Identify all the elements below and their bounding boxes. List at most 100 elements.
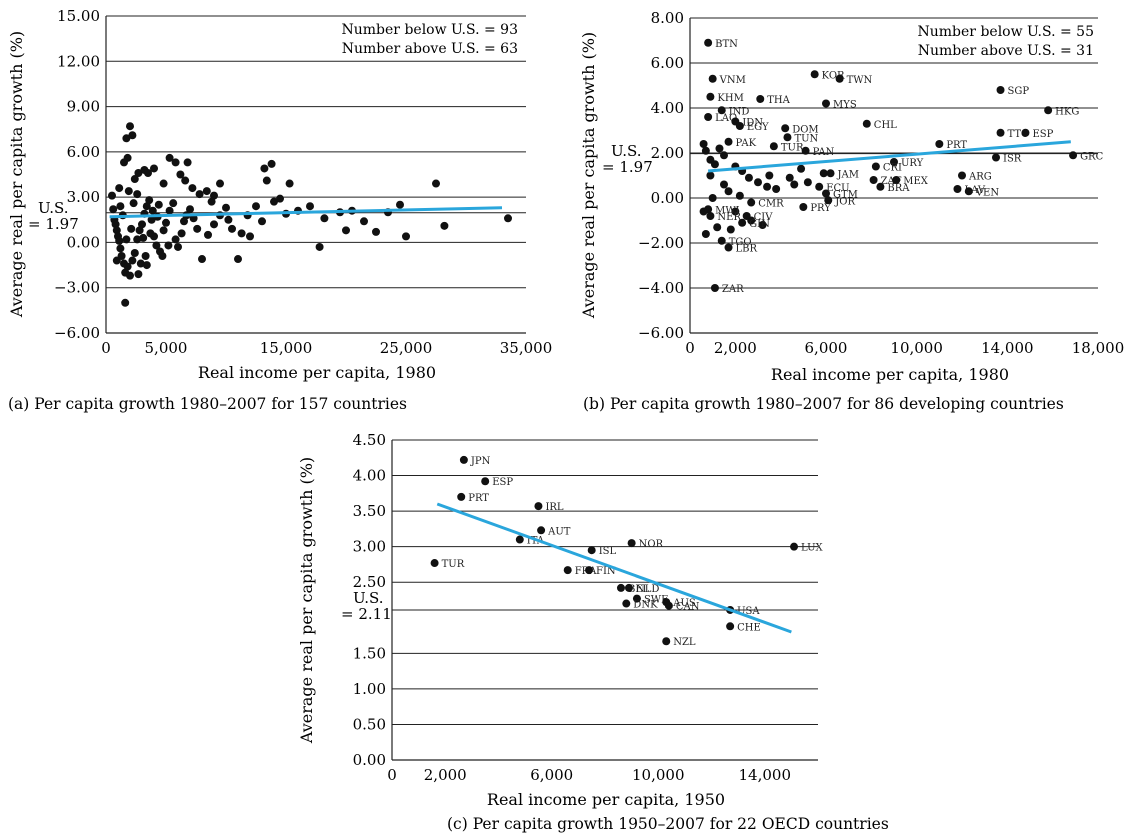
panel-b-data-point-arg [958,171,966,180]
panel-a-x-tick-label: 15,000 [260,339,313,357]
panel-c-x-tick-label: 10,000 [632,766,685,784]
panel-a-data-point [133,235,142,244]
panel-a-data-point [342,226,350,235]
panel-a-data-point [440,221,449,230]
panel-b-data-point [720,180,728,189]
panel-a-data-point [139,233,148,242]
panel-c-data-point-ita [515,535,524,544]
panel-a-data-point [109,205,118,214]
panel-b-data-point [754,178,762,187]
panel-a-annotation-above: Number above U.S. = 63 [342,41,518,57]
panel-b-data-point-prt [935,140,944,148]
panel-a-data-point [126,271,134,280]
panel-b-data-point [772,185,781,193]
panel-c-y-tick-label: 4.50 [353,431,386,449]
panel-a-data-point [210,191,218,200]
panel-c-y-tick-label: 0.00 [353,751,386,769]
panel-a-data-point [136,259,145,268]
panel-a-data-point [285,179,294,188]
panel-a-us-label-line1: U.S. [38,199,69,217]
panel-a-data-point [204,230,212,239]
panel-a-data-point [142,261,151,270]
panel-a-data-point [181,176,190,185]
panel-b-data-point-tha [756,95,765,103]
panel-a-data-point [116,202,125,211]
panel-a-data-point [145,196,154,205]
panel-b-point-label-sgp: SGP [1008,86,1030,97]
panel-a-data-point [115,184,124,193]
panel-b-data-point-mex [892,176,901,184]
panel-b-data-point [720,151,728,160]
panel-b-annotation-below: Number below U.S. = 55 [918,24,1094,40]
panel-a-data-point [198,255,206,264]
panel-a-data-point [133,190,142,199]
panel-c-data-point-esp [481,477,490,486]
panel-a-x-tick-label: 25,000 [380,339,433,357]
panel-a-data-point [252,202,260,211]
panel-a-data-point [202,187,211,196]
panel-b-y-tick-label: −6.00 [638,324,684,342]
panel-b-point-label-idn: IDN [742,118,763,129]
panel-b-point-label-civ: CIV [754,212,774,223]
panel-b-point-label-mys: MYS [833,100,857,111]
panel-c-data-point-tur [430,559,439,568]
panel-a-data-point [222,203,230,212]
panel-c-point-label-irl: IRL [545,502,563,513]
panel-a-data-point [121,298,130,307]
panel-b-data-point [710,160,719,169]
panel-b-growth-1980-2007-86-developing: 8.00 6.00 4.00 2.00 0.00 −2.00 −4.00 −6.000 2,00… [579,9,1124,413]
panel-a-data-point [158,252,167,261]
panel-c-y-axis-label: Average real per capita growth (%) [297,457,316,744]
panel-b-data-point-grc [1069,151,1078,160]
panel-b-y-tick-label: −2.00 [638,234,684,252]
panel-b-data-point [724,187,733,196]
panel-b-point-label-tur: TUR [781,142,804,153]
panel-a-data-point [130,175,139,184]
panel-b-point-label-lbr: LBR [736,244,758,255]
panel-b-x-axis-label: Real income per capita, 1980 [771,365,1009,384]
panel-b-data-point-zaf [869,176,878,184]
panel-b-point-label-jam: JAM [837,169,859,180]
panel-a-data-point [186,205,194,214]
panel-b-data-point-cri [871,162,880,171]
panel-a-data-point [432,179,440,188]
panel-c-point-label-fin: FIN [596,566,616,577]
panel-a-y-tick-label: 12.00 [57,52,100,70]
panel-b-point-label-chl: CHL [874,120,897,131]
panel-c-data-point-prt [457,492,466,501]
panel-a-data-point [142,202,151,211]
panel-b-data-point-ury [890,158,898,166]
panel-c-y-tick-label: 2.50 [353,573,386,591]
panel-c-data-point-nld [624,583,633,592]
panel-b-point-label-isr: ISR [1003,154,1022,165]
panel-b-data-point-cmr [747,198,756,207]
panel-a-data-point [165,153,174,162]
panel-b-point-label-tun: TUN [794,133,818,144]
panel-b-data-point [701,230,710,238]
panel-b-data-point-ven [964,187,973,196]
panel-b-point-label-pak: PAK [736,138,757,149]
panel-b-data-point-hkg [1044,106,1053,115]
panel-c-point-label-nzl: NZL [673,637,696,648]
panel-b-point-label-ecu: ECU [826,183,849,194]
panel-a-y-tick-label: 0.00 [67,233,100,251]
panel-a-data-point [152,241,161,250]
panel-c-x-tick-label: 14,000 [739,766,792,784]
panel-a-data-point [124,187,133,196]
panel-b-point-label-cmr: CMR [758,199,784,210]
panel-b-data-point-pry [799,203,808,211]
panel-b-data-point-ner [706,212,715,220]
panel-c-us-label-line1: U.S. [353,589,384,607]
panel-b-data-point [731,207,740,216]
panel-b-point-label-cri: CRI [883,163,902,174]
panel-b-point-label-zaf: ZAF [881,176,902,187]
panel-a-y-tick-label: 3.00 [67,188,100,206]
panel-a-data-point [123,153,132,162]
panel-b-data-point [803,178,812,187]
panel-a-data-point [126,122,134,131]
panel-b-data-point [765,171,774,180]
panel-b-data-point [699,140,708,148]
panel-a-y-tick-label: 15.00 [57,7,100,25]
panel-b-data-point-esp [1021,128,1030,137]
